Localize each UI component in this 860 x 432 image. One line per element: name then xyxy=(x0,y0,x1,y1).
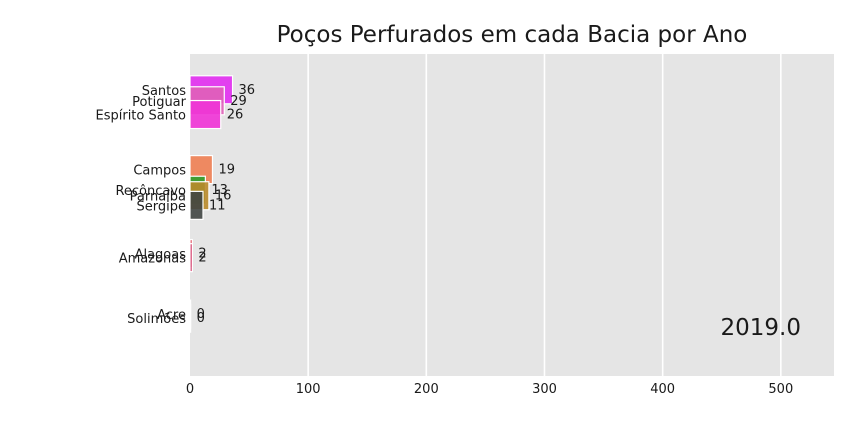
bar-category-label: Parnaíba xyxy=(130,190,186,205)
x-tick-label: 400 xyxy=(650,382,675,397)
bar-value-label: 16 xyxy=(215,189,232,204)
plot-area xyxy=(190,54,834,376)
bar-category-label: Amazonas xyxy=(119,252,187,267)
bar-10 xyxy=(189,303,192,333)
bar-value-label: 2 xyxy=(198,247,206,262)
bar-category-label: Recôncavo xyxy=(115,184,186,199)
bar-value-label: 29 xyxy=(230,94,247,109)
bar-value-label: 36 xyxy=(239,83,256,98)
bar-category-label: Acre xyxy=(157,308,186,323)
x-tick-label: 300 xyxy=(532,382,557,397)
bar-category-label: Santos xyxy=(142,84,187,99)
bars-group: Santos 36 Potiguar 29 Espírito Santo 26 Campos… xyxy=(96,75,256,333)
bar-category-label: Solimões xyxy=(127,312,186,327)
bar-category-label: Espírito Santo xyxy=(96,109,187,124)
bar-value-label: 0 xyxy=(197,307,205,322)
bar-value-label: 11 xyxy=(209,198,226,213)
x-tick-label: 100 xyxy=(296,382,321,397)
year-label: 2019.0 xyxy=(721,315,801,341)
grid-lines xyxy=(307,54,782,376)
bar-value-label: 26 xyxy=(227,108,244,123)
bar-value-label: 0 xyxy=(197,311,205,326)
bar-6 xyxy=(189,190,204,220)
x-tick-label: 500 xyxy=(768,382,793,397)
x-tick-label: 0 xyxy=(186,382,194,397)
bar-value-label: 2 xyxy=(198,251,206,266)
bar-value-label: 13 xyxy=(211,183,228,198)
x-axis-ticks: 0 100 200 300 400 500 xyxy=(186,382,793,397)
bar-category-label: Alagoas xyxy=(135,248,187,263)
bar-category-label: Sergipe xyxy=(137,199,186,214)
bar-8 xyxy=(189,243,193,273)
x-tick-label: 200 xyxy=(414,382,439,397)
chart-title: Poços Perfurados em cada Bacia por Ano xyxy=(277,22,748,48)
bar-category-label: Campos xyxy=(133,164,186,179)
bar-category-label: Potiguar xyxy=(132,95,186,110)
bar-2 xyxy=(189,99,222,130)
bar-value-label: 19 xyxy=(218,163,235,178)
